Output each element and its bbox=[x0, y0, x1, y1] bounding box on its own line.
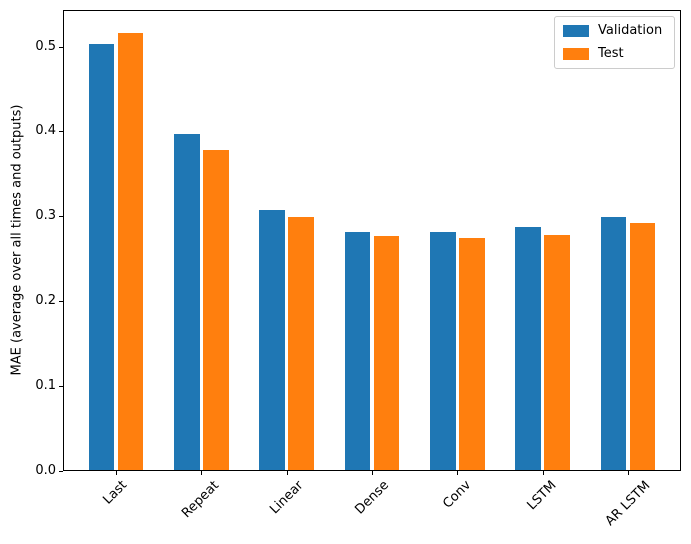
x-tick-mark bbox=[201, 471, 203, 475]
bar-test-linear bbox=[288, 217, 314, 471]
x-tick-label-linear: Linear bbox=[266, 477, 307, 518]
y-axis-label: MAE (average over all times and outputs) bbox=[9, 104, 25, 376]
legend: Validation Test bbox=[554, 16, 675, 69]
y-tick-label-0.5: 0.5 bbox=[35, 38, 56, 54]
y-tick-label-0.1: 0.1 bbox=[35, 378, 56, 394]
legend-label-validation: Validation bbox=[598, 23, 663, 38]
x-tick-mark bbox=[115, 471, 117, 475]
bar-test-dense bbox=[373, 235, 400, 471]
bar-validation-lstm bbox=[515, 227, 541, 471]
bar-validation-last bbox=[88, 43, 115, 471]
x-tick-label-dense: Dense bbox=[351, 477, 392, 518]
x-tick-mark bbox=[628, 471, 630, 475]
bar-test-repeat bbox=[202, 150, 229, 471]
legend-item-test: Test bbox=[563, 46, 666, 62]
test-swatch-icon bbox=[563, 48, 589, 60]
x-tick-mark bbox=[372, 471, 373, 475]
y-tick-label-0.4: 0.4 bbox=[35, 123, 56, 139]
legend-item-validation: Validation bbox=[563, 23, 666, 39]
bar-test-lstm bbox=[544, 234, 571, 471]
bar-test-ar-lstm bbox=[629, 223, 656, 471]
plot-area bbox=[63, 10, 681, 471]
x-tick-label-ar-lstm: AR LSTM bbox=[602, 478, 653, 529]
x-tick-mark bbox=[542, 471, 544, 475]
y-tick-mark bbox=[59, 471, 63, 472]
bar-validation-ar-lstm bbox=[600, 217, 627, 471]
y-tick-mark bbox=[59, 131, 63, 133]
y-tick-label-0.3: 0.3 bbox=[35, 208, 56, 224]
x-tick-label-repeat: Repeat bbox=[179, 478, 223, 522]
y-tick-label-0.2: 0.2 bbox=[35, 293, 56, 309]
y-tick-mark bbox=[59, 301, 63, 303]
bar-validation-dense bbox=[344, 232, 371, 471]
x-tick-label-last: Last bbox=[100, 477, 131, 508]
x-tick-mark bbox=[286, 471, 288, 475]
bar-validation-conv bbox=[430, 232, 456, 471]
bar-validation-repeat bbox=[173, 133, 200, 471]
y-tick-mark bbox=[59, 46, 63, 48]
x-tick-label-lstm: LSTM bbox=[524, 478, 560, 514]
x-tick-label-conv: Conv bbox=[440, 477, 474, 512]
y-tick-mark bbox=[59, 386, 63, 388]
bar-test-conv bbox=[459, 238, 485, 471]
x-tick-mark bbox=[457, 471, 459, 475]
bar-validation-linear bbox=[259, 210, 285, 471]
y-tick-label-0.0: 0.0 bbox=[35, 463, 56, 478]
validation-swatch-icon bbox=[563, 25, 589, 37]
bar-test-last bbox=[117, 32, 144, 471]
y-tick-mark bbox=[59, 216, 63, 218]
legend-label-test: Test bbox=[598, 46, 624, 61]
